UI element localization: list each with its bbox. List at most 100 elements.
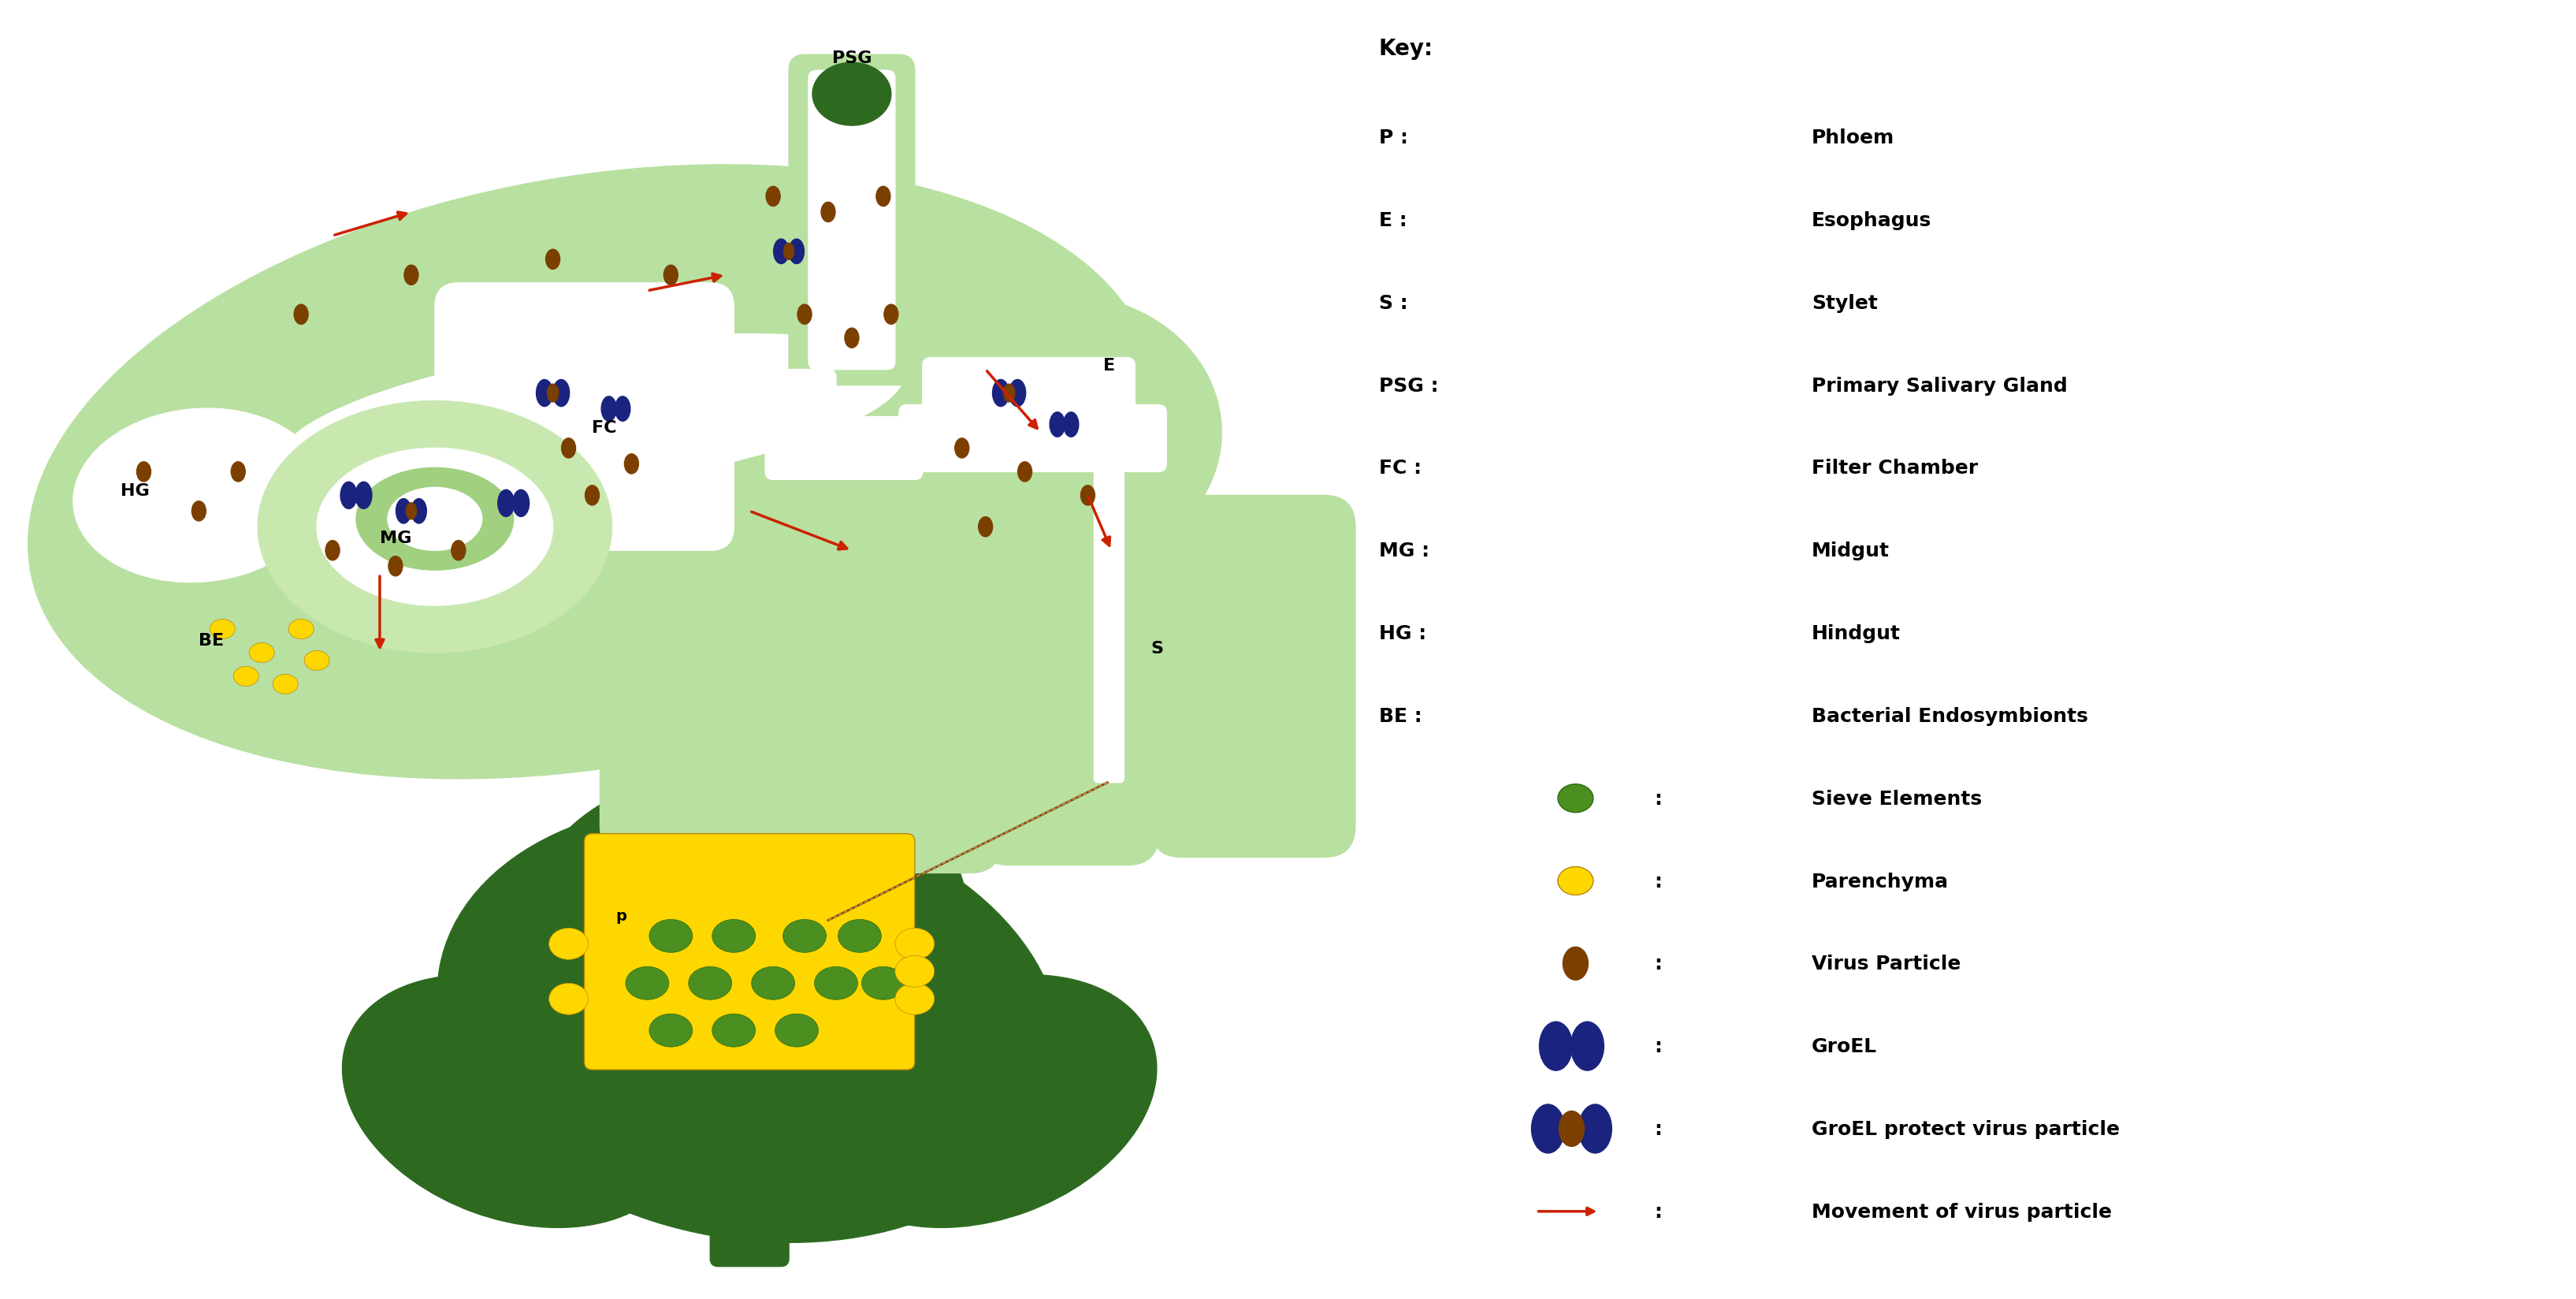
Ellipse shape [894, 929, 935, 960]
Text: P :: P : [1378, 129, 1409, 147]
Ellipse shape [688, 966, 732, 1000]
Ellipse shape [397, 499, 412, 523]
Ellipse shape [340, 482, 358, 509]
Ellipse shape [649, 920, 693, 952]
Ellipse shape [788, 239, 804, 265]
Ellipse shape [407, 503, 417, 520]
FancyBboxPatch shape [1151, 496, 1355, 857]
Ellipse shape [665, 266, 677, 286]
Ellipse shape [979, 517, 992, 536]
Ellipse shape [386, 488, 482, 551]
Ellipse shape [1564, 947, 1589, 981]
Text: Primary Salivary Gland: Primary Salivary Gland [1811, 377, 2069, 395]
Ellipse shape [1533, 1104, 1564, 1154]
Ellipse shape [799, 305, 811, 325]
Ellipse shape [549, 929, 587, 960]
Text: Movement of virus particle: Movement of virus particle [1811, 1202, 2112, 1221]
Ellipse shape [811, 64, 891, 126]
Ellipse shape [775, 1015, 819, 1047]
Ellipse shape [773, 239, 788, 265]
FancyBboxPatch shape [899, 405, 1167, 472]
Ellipse shape [513, 490, 528, 517]
Text: PSG: PSG [832, 51, 871, 66]
FancyBboxPatch shape [765, 417, 922, 481]
FancyBboxPatch shape [662, 370, 837, 440]
FancyBboxPatch shape [809, 71, 894, 370]
FancyBboxPatch shape [435, 283, 734, 551]
Ellipse shape [956, 439, 969, 459]
FancyBboxPatch shape [788, 56, 914, 386]
Ellipse shape [649, 1015, 693, 1047]
Text: :: : [1654, 872, 1662, 891]
Ellipse shape [232, 462, 245, 482]
Ellipse shape [281, 334, 904, 500]
Text: GroEL protect virus particle: GroEL protect virus particle [1811, 1120, 2120, 1138]
Ellipse shape [837, 920, 881, 952]
Text: Virus Particle: Virus Particle [1811, 955, 1960, 973]
Ellipse shape [250, 643, 276, 662]
Ellipse shape [1064, 413, 1079, 438]
Ellipse shape [289, 620, 314, 639]
Text: Sieve Elements: Sieve Elements [1811, 788, 1981, 808]
Text: FC :: FC : [1378, 459, 1422, 478]
Text: BE: BE [198, 633, 224, 648]
Ellipse shape [765, 187, 781, 207]
Ellipse shape [546, 249, 559, 270]
Text: :: : [1654, 1120, 1662, 1138]
Text: :: : [1654, 955, 1662, 973]
Ellipse shape [438, 803, 1061, 1243]
Ellipse shape [1010, 381, 1025, 407]
Text: Stylet: Stylet [1811, 294, 1878, 313]
Ellipse shape [497, 490, 515, 517]
Text: Key:: Key: [1378, 38, 1432, 60]
Text: Phloem: Phloem [1811, 129, 1893, 147]
Ellipse shape [562, 439, 574, 459]
Ellipse shape [554, 381, 569, 407]
Text: S :: S : [1378, 294, 1406, 313]
Ellipse shape [451, 540, 466, 561]
Text: E: E [1103, 357, 1115, 373]
Ellipse shape [412, 499, 428, 523]
Ellipse shape [549, 983, 587, 1015]
Text: Parenchyma: Parenchyma [1811, 872, 1950, 891]
Text: FC: FC [592, 421, 618, 436]
Ellipse shape [860, 966, 904, 1000]
Ellipse shape [884, 305, 899, 325]
Text: p: p [616, 908, 626, 924]
Ellipse shape [1051, 413, 1064, 438]
Ellipse shape [876, 187, 891, 207]
Text: :: : [1654, 1202, 1662, 1221]
Text: MG :: MG : [1378, 542, 1430, 560]
Ellipse shape [304, 651, 330, 670]
Ellipse shape [536, 381, 554, 407]
Ellipse shape [273, 674, 299, 695]
Ellipse shape [1082, 486, 1095, 505]
Ellipse shape [1558, 866, 1592, 895]
Text: GroEL: GroEL [1811, 1037, 1878, 1056]
Ellipse shape [927, 307, 1203, 559]
Text: Midgut: Midgut [1811, 542, 1891, 560]
Text: S: S [1151, 640, 1164, 656]
Ellipse shape [616, 397, 631, 422]
Ellipse shape [822, 203, 835, 222]
Ellipse shape [355, 468, 513, 570]
Text: PSG :: PSG : [1378, 377, 1437, 395]
Ellipse shape [1005, 385, 1015, 403]
Ellipse shape [814, 966, 858, 1000]
Text: Esophagus: Esophagus [1811, 210, 1932, 230]
Ellipse shape [626, 966, 670, 1000]
Ellipse shape [623, 455, 639, 474]
Ellipse shape [992, 381, 1010, 407]
FancyBboxPatch shape [1079, 425, 1139, 795]
Ellipse shape [317, 448, 554, 605]
FancyBboxPatch shape [922, 359, 1136, 417]
Ellipse shape [585, 486, 600, 505]
Ellipse shape [404, 266, 417, 286]
Ellipse shape [814, 976, 1157, 1228]
FancyBboxPatch shape [1095, 436, 1123, 783]
Text: MG: MG [379, 530, 412, 546]
FancyBboxPatch shape [796, 481, 1002, 873]
Ellipse shape [234, 666, 258, 686]
Ellipse shape [137, 462, 152, 482]
Text: E :: E : [1378, 210, 1406, 230]
